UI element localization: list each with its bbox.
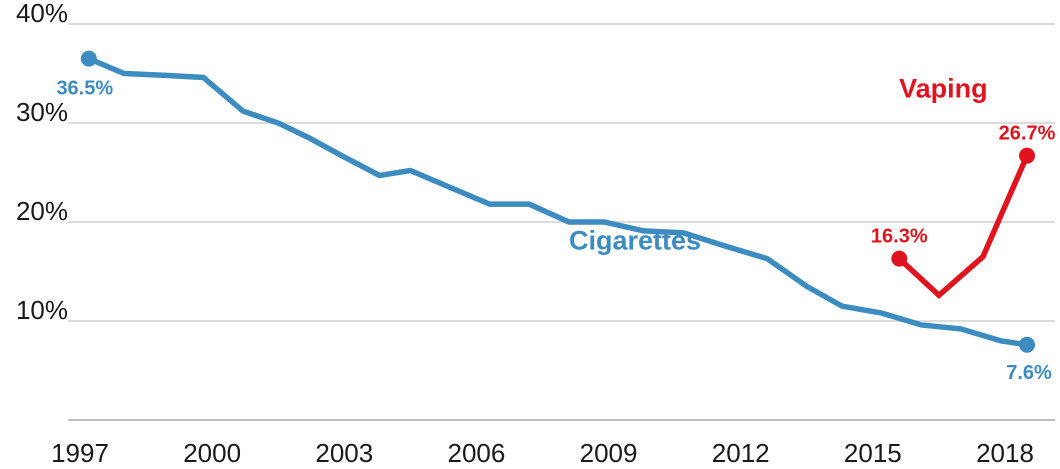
y-tick-label: 40% [16,0,68,28]
data-label-cigarettes: 7.6% [1006,362,1052,384]
series-line-cigarettes [87,56,1028,348]
x-tick-label: 2012 [712,438,770,468]
data-point-vaping [1019,147,1036,164]
x-tick-label: 2009 [580,438,638,468]
x-tick-label: 2006 [448,438,506,468]
series-label-vaping: Vaping [899,73,988,103]
x-tick-label: 2018 [976,438,1034,468]
x-tick-label: 1997 [51,438,109,468]
data-label-cigarettes: 36.5% [56,78,113,100]
y-tick-label: 30% [16,97,68,127]
series-layer [80,50,1036,353]
y-tick-label: 20% [16,196,68,226]
axes: 10% 20% 30% 40% 1997 2000 2003 2006 2009 2012 2015… [16,0,1055,468]
labels-layer: 36.5% 7.6% Cigarettes 16.3% 26.7% Vaping [56,73,1055,384]
series-label-cigarettes: Cigarettes [569,226,701,256]
x-tick-label: 2015 [844,438,902,468]
gridlines [68,23,1055,322]
data-label-vaping: 26.7% [999,123,1056,145]
data-point-vaping [891,250,908,267]
x-tick-label: 2000 [183,438,241,468]
data-point-cigarettes [1019,336,1036,353]
data-label-vaping: 16.3% [871,226,928,248]
data-point-cigarettes [80,50,97,67]
y-tick-label: 10% [16,295,68,325]
x-tick-label: 2003 [315,438,373,468]
series-line-vaping [897,154,1030,299]
